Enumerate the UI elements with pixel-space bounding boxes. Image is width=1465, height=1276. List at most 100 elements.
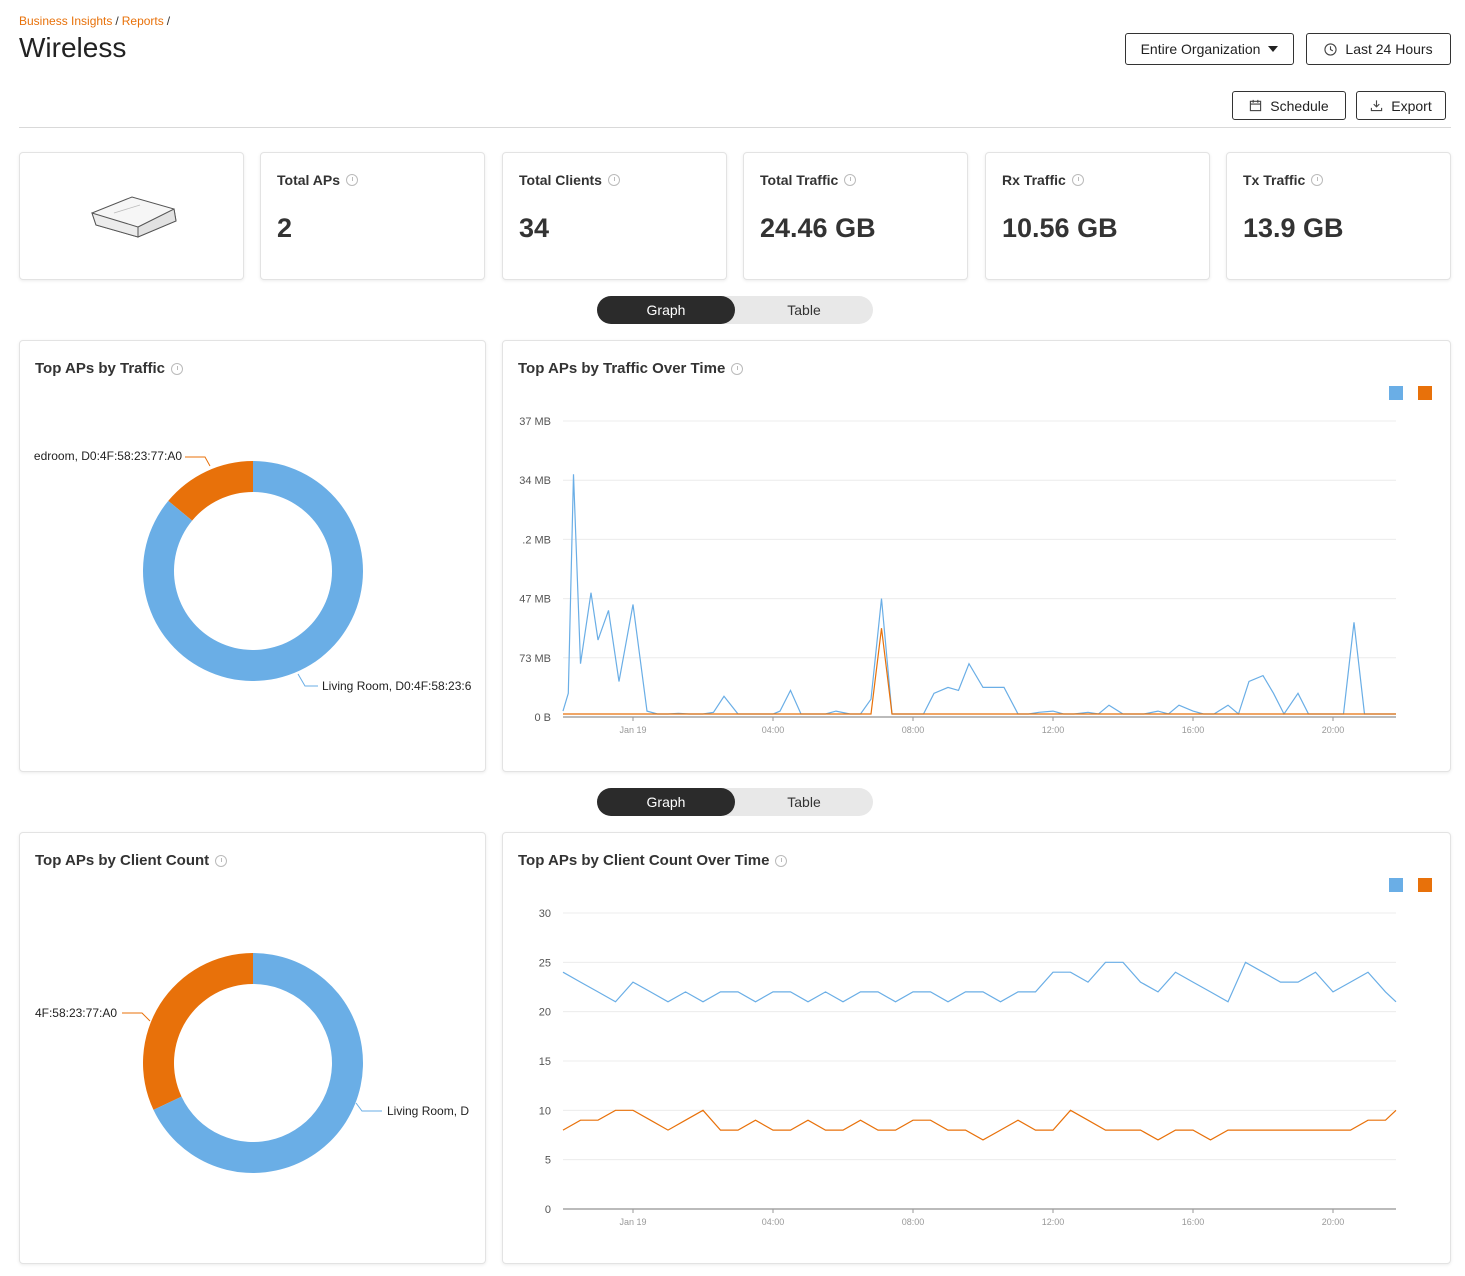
stat-card-total-clients: Total Clients 34	[502, 152, 727, 280]
export-button[interactable]: Export	[1356, 91, 1446, 120]
donut-label: Living Room, D0:4F:58:23:6	[322, 679, 472, 693]
clock-icon	[1324, 42, 1338, 56]
view-toggle-traffic: Graph Table	[597, 296, 873, 324]
traffic-line-card: Top APs by Traffic Over Time 0 B 73 MB 47 …	[502, 340, 1451, 772]
info-icon[interactable]	[171, 362, 184, 375]
toggle-graph[interactable]: Graph	[597, 788, 735, 816]
legend-swatch-living-room[interactable]	[1389, 878, 1403, 892]
legend-swatch-living-room[interactable]	[1389, 386, 1403, 400]
panel-title: Top APs by Traffic	[35, 360, 166, 377]
organization-dropdown[interactable]: Entire Organization	[1125, 33, 1294, 65]
breadcrumb-separator: /	[115, 14, 119, 28]
x-tick-label: 04:00	[762, 725, 785, 735]
x-tick-label: 08:00	[902, 1217, 925, 1227]
calendar-icon	[1250, 99, 1262, 112]
panel-title: Top APs by Traffic Over Time	[518, 360, 726, 377]
info-icon[interactable]	[607, 174, 620, 186]
x-tick-label: 16:00	[1182, 725, 1205, 735]
info-icon[interactable]	[775, 854, 788, 867]
traffic-line-chart: 0 B 73 MB 47 MB .2 MB 34 MB 37 MB Jan 19 04:00 0…	[519, 416, 1396, 735]
panel-title: Top APs by Client Count Over Time	[518, 852, 770, 869]
x-tick-label: 16:00	[1182, 1217, 1205, 1227]
x-tick-label: 04:00	[762, 1217, 785, 1227]
breadcrumb-business-insights[interactable]: Business Insights	[19, 14, 113, 28]
toggle-graph[interactable]: Graph	[597, 296, 735, 324]
y-tick-label: 47 MB	[519, 594, 551, 606]
donut-label: Living Room, D	[387, 1104, 469, 1118]
schedule-button[interactable]: Schedule	[1232, 91, 1346, 120]
stat-card-rx-traffic: Rx Traffic 10.56 GB	[985, 152, 1210, 280]
donut-label: 4F:58:23:77:A0	[35, 1006, 117, 1020]
chart-legend	[1389, 878, 1432, 892]
info-icon[interactable]	[844, 174, 857, 186]
stat-card-tx-traffic: Tx Traffic 13.9 GB	[1226, 152, 1451, 280]
series-line-living-room	[562, 474, 1396, 716]
y-tick-label: 20	[539, 1007, 551, 1019]
info-icon[interactable]	[215, 854, 228, 867]
time-range-label: Last 24 Hours	[1345, 41, 1433, 57]
page-title: Wireless	[19, 32, 127, 63]
donut-slice[interactable]	[142, 953, 253, 1110]
panel-title: Top APs by Client Count	[35, 852, 210, 869]
donut-leader-line	[185, 456, 211, 467]
y-tick-label: 37 MB	[519, 416, 551, 428]
breadcrumb-separator: /	[166, 14, 171, 28]
y-tick-label: 0	[545, 1204, 551, 1216]
info-icon[interactable]	[731, 362, 744, 375]
x-tick-label: 12:00	[1042, 725, 1065, 735]
time-range-button[interactable]: Last 24 Hours	[1306, 33, 1451, 65]
y-tick-label: 0 B	[534, 712, 551, 724]
x-tick-label: 20:00	[1322, 1217, 1345, 1227]
header-divider	[19, 127, 1451, 128]
client-line-card: Top APs by Client Count Over Time 0 5 10 15…	[502, 832, 1451, 1264]
stat-label: Rx Traffic	[1002, 172, 1066, 188]
legend-swatch-bedroom[interactable]	[1418, 878, 1432, 892]
export-label: Export	[1391, 97, 1432, 114]
info-icon[interactable]	[346, 174, 359, 186]
stat-value: 10.56 GB	[1002, 213, 1118, 243]
client-line-chart: 0 5 10 15 20 25 30 Jan 19 04:00 08:00 12:00 16:00 20…	[539, 908, 1397, 1227]
toggle-table[interactable]: Table	[787, 794, 821, 810]
x-tick-label: Jan 19	[619, 1217, 646, 1227]
donut-slice[interactable]	[168, 461, 253, 521]
y-tick-label: 73 MB	[519, 653, 551, 665]
series-line-living-room	[562, 961, 1397, 1003]
toggle-table[interactable]: Table	[787, 302, 821, 318]
x-tick-label: 08:00	[902, 725, 925, 735]
y-tick-label: 10	[539, 1105, 551, 1117]
stat-card-total-aps: Total APs 2	[260, 152, 485, 280]
info-icon[interactable]	[1311, 174, 1324, 186]
organization-dropdown-label: Entire Organization	[1140, 41, 1261, 57]
series-line-bedroom	[563, 628, 1396, 715]
client-donut-chart: 4F:58:23:77:A0 Living Room, D	[35, 953, 469, 1173]
donut-slice[interactable]	[153, 953, 363, 1173]
donut-leader-line	[355, 1102, 382, 1112]
stat-label: Total Traffic	[760, 172, 839, 188]
stat-value: 13.9 GB	[1243, 213, 1344, 243]
legend-swatch-bedroom[interactable]	[1418, 386, 1432, 400]
donut-leader-line	[122, 1012, 151, 1022]
donut-leader-line	[297, 673, 318, 687]
access-point-device-icon	[91, 196, 177, 238]
traffic-donut-card: Top APs by Traffic edroom, D0:4F:58:23:7…	[19, 340, 486, 772]
breadcrumb-reports[interactable]: Reports	[121, 14, 164, 28]
series-line-bedroom	[562, 1109, 1397, 1141]
stat-card-total-traffic: Total Traffic 24.46 GB	[743, 152, 968, 280]
x-tick-label: 12:00	[1042, 1217, 1065, 1227]
caret-down-icon	[1268, 46, 1279, 52]
client-donut-card: Top APs by Client Count 4F:58:23:77:A0 Li…	[19, 832, 486, 1264]
stat-label: Tx Traffic	[1243, 172, 1306, 188]
x-tick-label: Jan 19	[619, 725, 646, 735]
stat-value: 34	[519, 213, 550, 243]
donut-label: edroom, D0:4F:58:23:77:A0	[34, 449, 182, 463]
y-tick-label: 30	[539, 908, 551, 920]
schedule-label: Schedule	[1270, 97, 1329, 114]
y-tick-label: .2 MB	[522, 534, 551, 546]
stat-label: Total APs	[277, 172, 341, 188]
stat-label: Total Clients	[519, 172, 602, 188]
traffic-donut-chart: edroom, D0:4F:58:23:77:A0 Living Room, D0…	[34, 449, 472, 693]
access-point-image-card	[19, 152, 244, 280]
info-icon[interactable]	[1071, 174, 1084, 186]
view-toggle-clients: Graph Table	[597, 788, 873, 816]
y-tick-label: 34 MB	[519, 475, 551, 487]
